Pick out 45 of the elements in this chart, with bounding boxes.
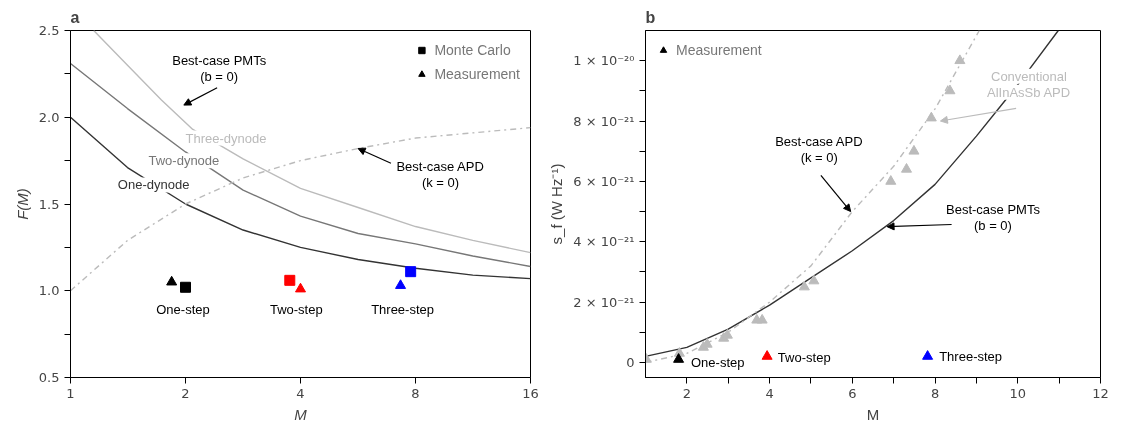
x-tick-label: 1 xyxy=(66,385,75,401)
x-tick-label: 2 xyxy=(181,385,190,401)
y-tick-label: 6 × 10⁻²¹ xyxy=(573,173,635,189)
x-tick-label: 10 xyxy=(1009,385,1027,401)
y-tick-label: 2.5 xyxy=(38,23,60,38)
y-axis-title: s_f (W Hz⁻¹) xyxy=(548,163,566,245)
y-tick-label: 4 × 10⁻²¹ xyxy=(573,234,635,250)
legend-label: Monte Carlo xyxy=(434,42,511,58)
annotation: Three-step xyxy=(939,348,1003,364)
legend-label: Measurement xyxy=(434,66,520,82)
x-tick-label: 4 xyxy=(765,385,774,401)
series-label: Conventional AlInAsSb APD xyxy=(987,68,1071,100)
annotation: One-step xyxy=(156,302,210,318)
x-tick-label: 8 xyxy=(411,385,420,401)
y-tick-label: 2 × 10⁻²¹ xyxy=(573,294,635,310)
x-tick-label: 4 xyxy=(296,385,305,401)
x-tick-label: 2 xyxy=(682,385,692,401)
y-tick-label: 2.0 xyxy=(38,109,60,125)
x-axis-title: M xyxy=(294,405,308,423)
x-tick-label: 16 xyxy=(522,385,539,401)
x-tick-label: 8 xyxy=(930,385,940,401)
series-label: Three-dynode xyxy=(185,130,267,146)
annotation: Best-case APD (k = 0) xyxy=(396,159,484,191)
y-tick-label: 0.5 xyxy=(38,370,60,385)
x-tick-label: 6 xyxy=(848,385,857,401)
y-tick-label: 1 × 10⁻²⁰ xyxy=(573,53,635,69)
series-label: One-dynode xyxy=(117,177,190,193)
series-label: Two-dynode xyxy=(148,153,220,169)
annotation: Two-step xyxy=(269,302,323,318)
legend-label: Measurement xyxy=(676,42,762,58)
annotation: Best-case APD (k = 0) xyxy=(775,134,863,166)
y-tick-label: 1.5 xyxy=(38,196,60,212)
chart-title: b xyxy=(645,8,656,26)
annotation: Three-step xyxy=(371,302,435,318)
x-axis-title: M xyxy=(866,405,880,423)
chart-title: a xyxy=(70,8,80,26)
annotation: Best-case PMTs (b = 0) xyxy=(946,202,1041,234)
annotation: Two-step xyxy=(777,349,831,365)
x-tick-label: 12 xyxy=(1092,385,1109,401)
y-axis-title: F(M) xyxy=(13,188,31,220)
y-tick-label: 0 xyxy=(626,354,635,370)
annotation: One-step xyxy=(691,354,745,370)
annotation: Best-case PMTs (b = 0) xyxy=(172,53,267,85)
y-tick-label: 1.0 xyxy=(38,283,60,299)
y-tick-label: 8 × 10⁻²¹ xyxy=(573,113,635,129)
